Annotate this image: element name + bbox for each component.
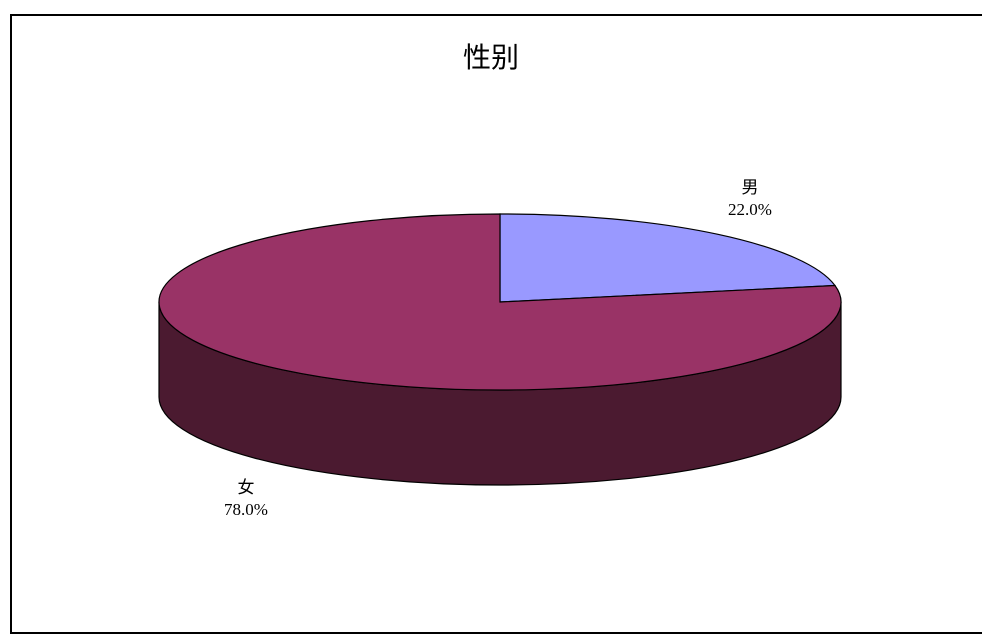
slice-label-male-name: 男 — [741, 178, 759, 198]
slice-label-male: 男 22.0% — [690, 178, 810, 220]
pie-tops — [158, 213, 842, 391]
pie-slice-male — [499, 213, 837, 303]
pie-chart — [158, 213, 842, 486]
pie-slice-female — [158, 213, 842, 391]
slice-label-female-value: 78.0% — [224, 500, 268, 519]
slice-label-female: 女 78.0% — [186, 478, 306, 520]
slice-label-male-value: 22.0% — [728, 200, 772, 219]
chart-title: 性别 — [462, 41, 519, 74]
slice-label-female-name: 女 — [237, 478, 255, 498]
